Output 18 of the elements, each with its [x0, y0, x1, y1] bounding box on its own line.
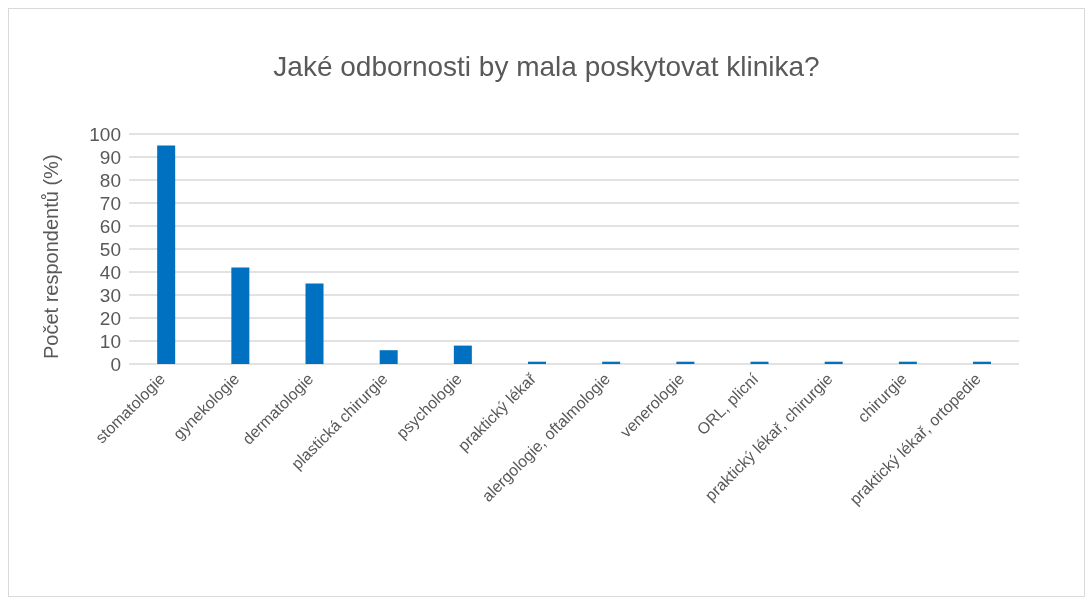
chart-title: Jaké odbornosti by mala poskytovat klinika? — [272, 51, 821, 83]
y-tick-label: 20 — [99, 307, 121, 329]
y-tick-label: 0 — [110, 353, 121, 375]
bar — [157, 145, 176, 364]
y-tick-label: 90 — [99, 146, 121, 168]
y-tick-label: 70 — [99, 192, 121, 214]
bar — [453, 345, 472, 364]
y-tick-label: 80 — [99, 169, 121, 191]
y-tick-label: 40 — [99, 261, 121, 283]
y-axis-title: Počet respondentů (%) — [40, 154, 63, 359]
y-tick-label: 10 — [99, 330, 121, 352]
bar — [231, 267, 250, 364]
bar — [379, 350, 398, 364]
bar — [305, 283, 324, 364]
y-tick-label: 60 — [99, 215, 121, 237]
y-tick-label: 100 — [89, 123, 121, 145]
y-tick-label: 30 — [99, 284, 121, 306]
y-tick-label: 50 — [99, 238, 121, 260]
